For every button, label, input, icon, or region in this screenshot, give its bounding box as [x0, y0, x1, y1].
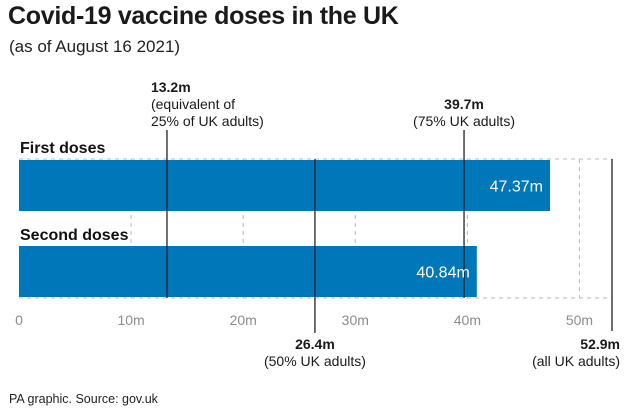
x-tick-label: 30m — [342, 312, 369, 328]
value-label: 47.37m — [490, 179, 543, 196]
reference-note: (75% UK adults) — [413, 113, 515, 129]
x-tick-label: 50m — [566, 312, 593, 328]
reference-note: (50% UK adults) — [264, 353, 366, 369]
reference-value-label: 39.7m — [444, 96, 484, 112]
chart-subtitle: (as of August 16 2021) — [9, 37, 181, 56]
reference-value-label: 26.4m — [295, 336, 335, 352]
x-tick-label: 40m — [454, 312, 481, 328]
reference-note: (equivalent of — [151, 96, 235, 112]
category-label: Second doses — [20, 227, 129, 244]
bar-second-doses — [19, 246, 477, 297]
labels-layer: 0 10m 20m 30m 40m 50m First doses 47.37m Second … — [15, 79, 620, 369]
chart-title: Covid-19 vaccine doses in the UK — [8, 2, 399, 30]
category-label: First doses — [20, 140, 105, 157]
reference-value-label: 52.9m — [580, 336, 620, 352]
value-label: 40.84m — [416, 265, 469, 282]
x-tick-label: 10m — [117, 312, 144, 328]
x-tick-label: 0 — [15, 312, 23, 328]
bar-first-doses — [19, 160, 551, 211]
reference-value-label: 13.2m — [151, 79, 191, 95]
reference-note: 25% of UK adults) — [151, 113, 264, 129]
source-note: PA graphic. Source: gov.uk — [9, 392, 158, 406]
x-tick-label: 20m — [230, 312, 257, 328]
reference-note: (all UK adults) — [532, 353, 620, 369]
bars-layer — [19, 160, 551, 297]
reference-lines-layer — [166, 130, 613, 333]
